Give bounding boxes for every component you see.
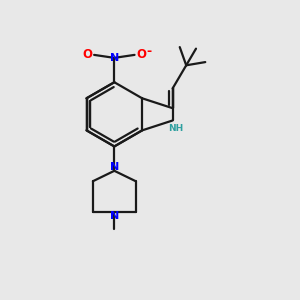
- Text: O: O: [82, 48, 93, 62]
- Text: N: N: [110, 53, 119, 63]
- Text: N: N: [110, 211, 119, 221]
- Text: N: N: [110, 162, 119, 172]
- Text: O: O: [136, 48, 146, 62]
- Text: NH: NH: [169, 124, 184, 133]
- Text: -: -: [146, 45, 152, 58]
